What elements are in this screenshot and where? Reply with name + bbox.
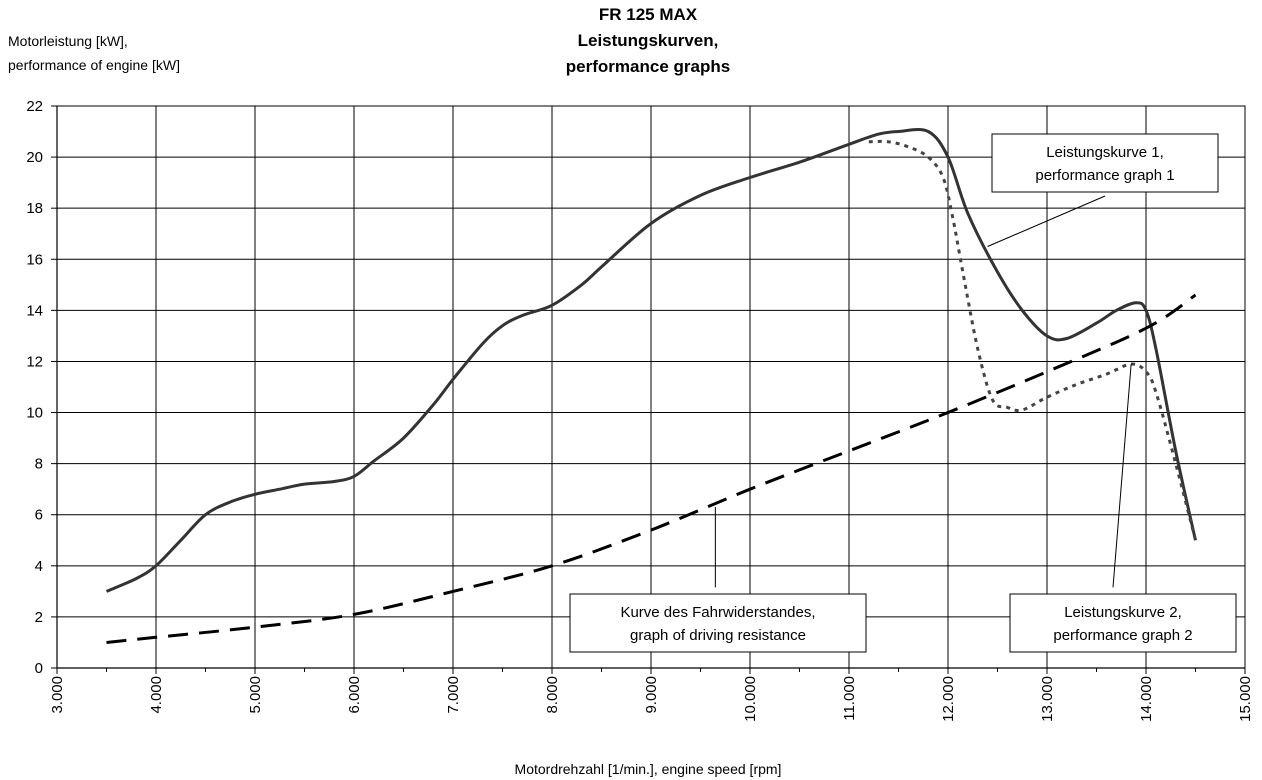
x-tick-label: 9.000 — [643, 676, 660, 714]
y-axis-title-line-2: performance of engine [kW] — [8, 57, 180, 73]
y-tick-label: 4 — [35, 558, 43, 575]
series-line-performance-graph-2 — [868, 139, 1197, 541]
x-tick-label: 13.000 — [1039, 676, 1056, 722]
x-tick-label: 7.000 — [445, 676, 462, 714]
annotation-text-line: performance graph 2 — [1053, 627, 1192, 644]
x-tick-label: 6.000 — [346, 676, 363, 714]
x-tick-label: 14.000 — [1138, 676, 1155, 722]
chart-title-line-2: Leistungskurven, — [578, 31, 719, 50]
chart-title-line-1: FR 125 MAX — [599, 5, 698, 24]
x-axis-title: Motordrehzahl [1/min.], engine speed [rp… — [515, 761, 782, 777]
y-axis-title: Motorleistung [kW], performance of engin… — [8, 33, 180, 73]
y-tick-label: 16 — [26, 251, 43, 268]
annotation-performance-graph-1: Leistungskurve 1, performance graph 1 — [987, 133, 1219, 247]
chart-title-line-3: performance graphs — [566, 57, 730, 76]
annotation-box — [991, 133, 1219, 193]
annotation-text-line: Kurve des Fahrwiderstandes, — [620, 604, 815, 621]
annotation-text-line: Leistungskurve 1, — [1046, 144, 1164, 161]
x-tick-label: 12.000 — [940, 676, 957, 722]
x-tick-label: 4.000 — [148, 676, 165, 714]
y-tick-label: 2 — [35, 609, 43, 626]
annotation-driving-resistance: Kurve des Fahrwiderstandes, graph of driv… — [569, 507, 867, 653]
annotation-box — [569, 593, 867, 653]
annotation-performance-graph-2: Leistungskurve 2, performance graph 2 — [1009, 363, 1237, 653]
y-tick-label: 10 — [26, 405, 43, 422]
annotation-pointer — [987, 195, 1106, 247]
y-tick-label: 14 — [26, 302, 43, 319]
annotation-text-line: graph of driving resistance — [630, 627, 806, 644]
chart-title: FR 125 MAX Leistungskurven, performance … — [566, 5, 730, 76]
annotation-box — [1009, 593, 1237, 653]
x-tick-label: 10.000 — [742, 676, 759, 722]
y-tick-label: 12 — [26, 353, 43, 370]
y-tick-label: 6 — [35, 507, 43, 524]
axes: 3.000 4.000 5.000 6.000 7.000 8.000 9.000 10.00… — [26, 98, 1254, 722]
x-tick-label: 8.000 — [544, 676, 561, 714]
annotation-layer: Leistungskurve 1, performance graph 1 Kurv… — [569, 133, 1237, 653]
series-line-performance-graph-1 — [105, 128, 1197, 593]
y-tick-label: 20 — [26, 149, 43, 166]
x-tick-label: 3.000 — [49, 676, 66, 714]
annotation-pointer — [1112, 363, 1132, 588]
y-tick-label: 18 — [26, 200, 43, 217]
y-axis-title-line-1: Motorleistung [kW], — [8, 33, 128, 49]
y-tick-label: 22 — [26, 98, 43, 115]
annotation-text-line: performance graph 1 — [1035, 167, 1174, 184]
series-line-driving-resistance — [106, 293, 1197, 644]
y-tick-label: 8 — [35, 456, 43, 473]
series-layer — [105, 128, 1197, 644]
x-tick-label: 5.000 — [247, 676, 264, 714]
x-tick-label: 15.000 — [1237, 676, 1254, 722]
x-tick-label: 11.000 — [841, 676, 858, 721]
annotation-text-line: Leistungskurve 2, — [1064, 604, 1182, 621]
y-tick-label: 0 — [35, 660, 43, 677]
